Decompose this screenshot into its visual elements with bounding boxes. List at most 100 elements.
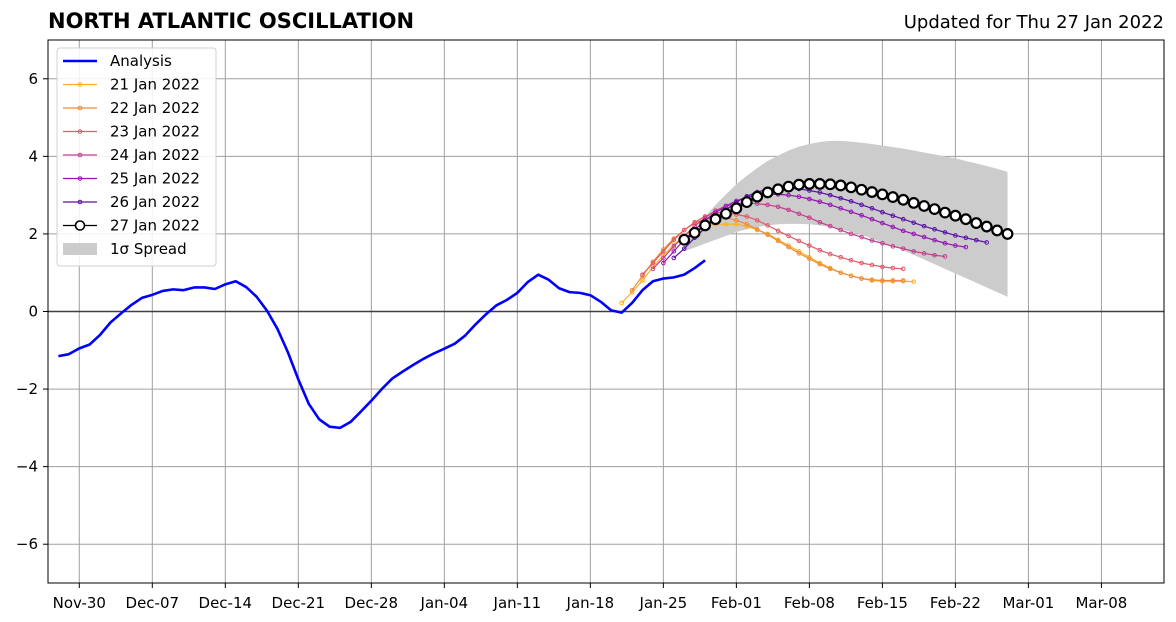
legend-marker bbox=[74, 220, 86, 231]
forecast-point bbox=[827, 223, 833, 229]
forecast-point bbox=[970, 217, 983, 229]
legend-label: 23 Jan 2022 bbox=[110, 123, 200, 141]
forecast-point bbox=[827, 202, 833, 208]
forecast-point bbox=[963, 235, 969, 241]
y-tick-label: −2 bbox=[16, 380, 38, 398]
analysis-line bbox=[58, 259, 706, 430]
forecast-point bbox=[900, 228, 906, 234]
forecast-point bbox=[890, 244, 896, 249]
legend-marker bbox=[77, 82, 83, 87]
legend-box bbox=[56, 47, 217, 267]
spread-area bbox=[684, 140, 1008, 297]
forecast-point bbox=[869, 262, 875, 268]
forecast-point bbox=[907, 196, 920, 209]
legend-entry-5: 25 Jan 2022 bbox=[63, 170, 200, 188]
forecast-point bbox=[953, 233, 958, 238]
forecast-point bbox=[869, 206, 875, 211]
legend-label: 24 Jan 2022 bbox=[110, 146, 200, 164]
forecast-point bbox=[730, 202, 743, 215]
forecast-point bbox=[890, 265, 896, 271]
forecast-point bbox=[751, 190, 764, 203]
forecast-point bbox=[869, 216, 875, 222]
forecast-point bbox=[817, 247, 823, 253]
y-tick-label: 6 bbox=[28, 70, 38, 88]
forecast-point bbox=[629, 289, 635, 295]
legend-label: 27 Jan 2022 bbox=[110, 217, 200, 235]
forecast-point bbox=[886, 191, 899, 203]
forecast-point bbox=[782, 180, 795, 193]
forecast-point bbox=[796, 251, 802, 256]
forecast-point bbox=[959, 213, 972, 226]
forecast-point bbox=[900, 266, 906, 272]
forecast-point bbox=[890, 278, 896, 283]
forecast-point bbox=[827, 266, 833, 272]
forecast-point bbox=[681, 227, 687, 233]
forecast-point bbox=[900, 278, 906, 283]
forecast-point bbox=[817, 261, 823, 267]
forecast-point bbox=[661, 260, 666, 266]
forecast-point bbox=[838, 195, 843, 201]
forecast-point bbox=[629, 287, 635, 293]
forecast-point bbox=[942, 254, 948, 259]
x-tick-label: Dec-28 bbox=[345, 594, 399, 612]
forecast-point bbox=[681, 246, 687, 251]
forecast-point bbox=[796, 211, 802, 217]
spread-band bbox=[684, 140, 1008, 297]
legend-entry-3: 23 Jan 2022 bbox=[63, 123, 200, 141]
forecast-point bbox=[932, 226, 937, 232]
legend-swatch bbox=[63, 243, 97, 255]
forecast-point bbox=[932, 237, 937, 243]
forecast-point bbox=[827, 192, 833, 198]
forecast-point bbox=[754, 218, 760, 223]
forecast-point bbox=[650, 260, 656, 266]
y-tick-label: −6 bbox=[16, 535, 38, 553]
forecast-point bbox=[838, 270, 843, 276]
forecast-point bbox=[661, 255, 666, 261]
forecast-point bbox=[786, 233, 791, 239]
forecast-point bbox=[897, 193, 910, 206]
legend-label: 1σ Spread bbox=[110, 240, 187, 258]
forecast-point bbox=[761, 186, 774, 199]
forecast-point bbox=[807, 256, 812, 262]
forecast-point bbox=[754, 226, 760, 232]
x-tick-label: Mar-08 bbox=[1075, 594, 1127, 612]
forecast-point bbox=[880, 209, 885, 215]
forecast-point bbox=[671, 255, 677, 261]
forecast-point bbox=[890, 224, 896, 230]
legend-entry-2: 22 Jan 2022 bbox=[63, 99, 200, 117]
forecast-point bbox=[921, 223, 927, 229]
x-tick-label: Feb-22 bbox=[930, 594, 981, 612]
forecast-point bbox=[824, 178, 837, 191]
forecast-point bbox=[744, 221, 750, 227]
y-tick-label: 0 bbox=[28, 303, 38, 321]
legend-entry-0: Analysis bbox=[63, 52, 172, 70]
forecast-point bbox=[744, 214, 750, 219]
forecast-point bbox=[723, 221, 729, 227]
forecast-point bbox=[699, 219, 711, 232]
forecast-point bbox=[671, 244, 677, 249]
forecast-point bbox=[813, 177, 826, 190]
forecast-point bbox=[880, 278, 885, 283]
plot-frame bbox=[47, 39, 1165, 584]
forecast-point bbox=[796, 238, 802, 244]
forecast-point bbox=[827, 251, 833, 257]
forecast-point bbox=[817, 199, 823, 205]
forecast-point bbox=[702, 215, 708, 220]
forecast-point bbox=[619, 300, 624, 306]
forecast-point bbox=[939, 206, 951, 219]
forecast-point bbox=[786, 244, 791, 250]
forecast-point bbox=[796, 194, 802, 199]
x-tick-label: Jan-18 bbox=[566, 594, 615, 612]
forecast-point bbox=[880, 264, 885, 270]
forecast-point bbox=[834, 179, 847, 192]
forecast-point bbox=[671, 237, 677, 243]
forecast-point bbox=[859, 260, 864, 266]
x-tick-label: Dec-07 bbox=[126, 594, 180, 612]
forecast-point bbox=[880, 240, 885, 246]
forecast-point bbox=[963, 244, 969, 250]
forecast-point bbox=[921, 251, 927, 256]
forecast-point bbox=[765, 202, 770, 208]
legend-label: 21 Jan 2022 bbox=[110, 76, 200, 94]
forecast-point bbox=[980, 220, 993, 233]
axes: Nov-30 Dec-07 Dec-14 Dec-21 Dec-28 Jan-04 Jan-… bbox=[16, 39, 1165, 612]
